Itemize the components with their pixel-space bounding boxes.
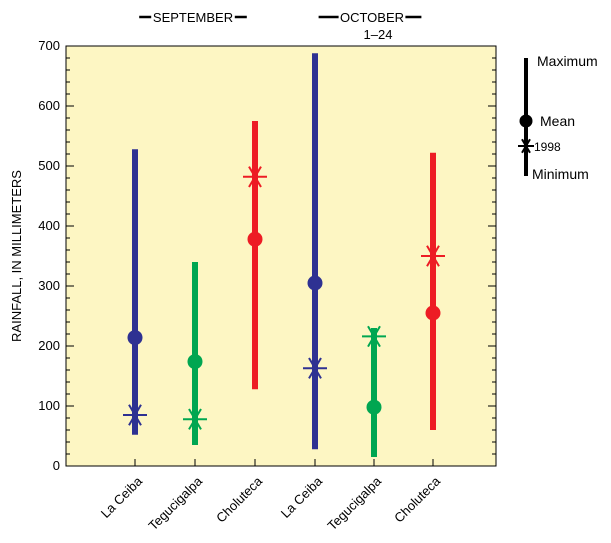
x-tick-label: Tegucigalpa xyxy=(145,473,205,533)
mean-dot xyxy=(425,305,441,321)
group-header: OCTOBER xyxy=(340,10,404,25)
y-tick-label: 500 xyxy=(38,158,60,173)
mean-dot xyxy=(366,399,382,415)
x-axis: La Ceiba Tegucigalpa Choluteca La Ceiba Tegu… xyxy=(98,459,444,533)
x-tick-label: Choluteca xyxy=(213,473,266,526)
y1998-marker xyxy=(362,325,386,348)
y1998-marker xyxy=(303,357,327,379)
y-tick-label: 300 xyxy=(38,278,60,293)
mean-dot xyxy=(187,354,203,370)
group-subheader: 1–24 xyxy=(364,27,393,42)
x-tick-label: La Ceiba xyxy=(98,473,146,521)
y-tick-label: 0 xyxy=(53,458,60,473)
legend-mean-dot xyxy=(519,114,533,128)
y-axis: 0 100 200 300 400 500 600 700 xyxy=(38,38,496,473)
mean-dot xyxy=(307,275,323,291)
y-tick-label: 200 xyxy=(38,338,60,353)
mean-dot xyxy=(247,231,263,247)
legend-mean: Mean xyxy=(540,113,575,129)
legend-1998-marker xyxy=(518,138,534,154)
y1998-marker xyxy=(421,245,445,267)
legend-1998: 1998 xyxy=(534,140,561,154)
x-tick-label: La Ceiba xyxy=(278,473,326,521)
x-tick-label: Choluteca xyxy=(391,473,444,526)
mean-dot xyxy=(127,330,143,346)
legend-maximum: Maximum xyxy=(537,53,598,69)
legend-minimum: Minimum xyxy=(532,166,589,182)
group-header: SEPTEMBER xyxy=(153,10,233,25)
chart-marks xyxy=(123,53,445,457)
y-tick-label: 700 xyxy=(38,38,60,53)
legend: Maximum Mean 1998 Minimum xyxy=(518,53,598,182)
y-axis-title: RAINFALL, IN MILLIMETERS xyxy=(9,170,24,342)
group-headers: SEPTEMBER OCTOBER 1–24 xyxy=(139,10,422,42)
x-tick-label: Tegucigalpa xyxy=(324,473,384,533)
y-tick-label: 600 xyxy=(38,98,60,113)
y1998-marker xyxy=(243,166,267,188)
y-tick-label: 400 xyxy=(38,218,60,233)
y-tick-label: 100 xyxy=(38,398,60,413)
y1998-marker xyxy=(123,404,147,426)
y1998-marker xyxy=(183,408,207,430)
